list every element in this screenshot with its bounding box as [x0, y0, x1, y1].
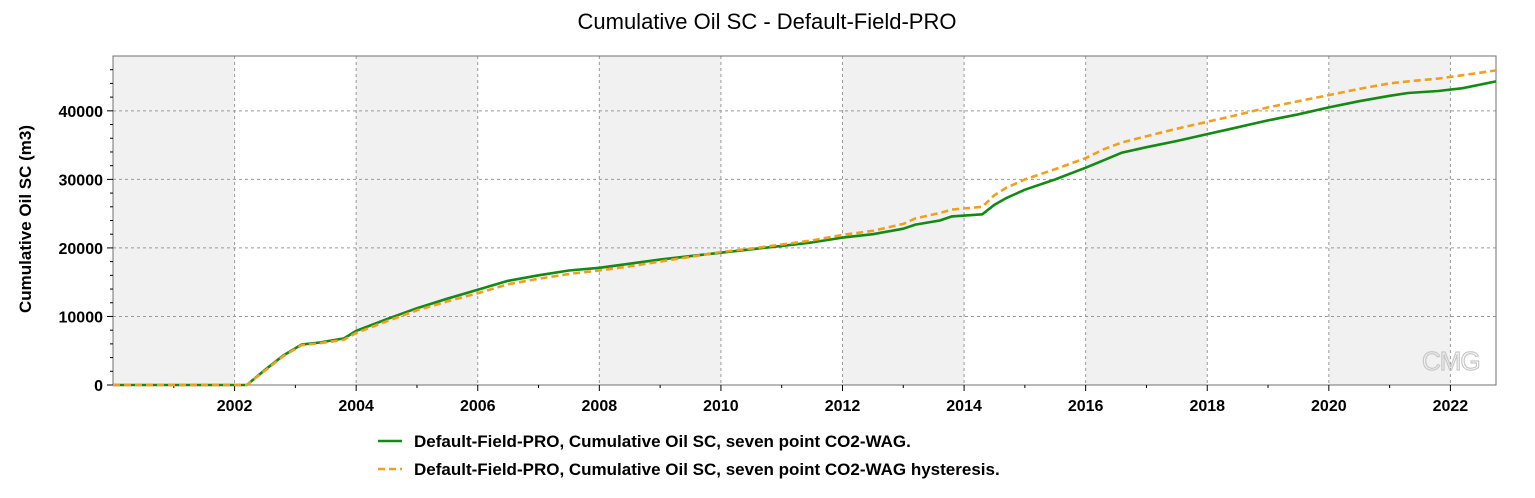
background-band	[356, 56, 478, 385]
legend-label-1: Default-Field-PRO, Cumulative Oil SC, se…	[414, 432, 911, 451]
x-tick-label: 2016	[1068, 398, 1104, 415]
y-axis: 0 10000 20000 30000 40000	[59, 69, 113, 395]
x-tick-label: 2014	[946, 398, 982, 415]
legend-label-2: Default-Field-PRO, Cumulative Oil SC, se…	[414, 460, 1000, 479]
y-tick-label: 30000	[59, 172, 104, 189]
x-tick-label: 2002	[217, 398, 253, 415]
legend: Default-Field-PRO, Cumulative Oil SC, se…	[378, 432, 1000, 479]
x-tick-label: 2012	[825, 398, 861, 415]
background-band	[234, 56, 357, 385]
watermark-logo: CMG	[1422, 346, 1480, 376]
series-lines	[113, 69, 1497, 387]
x-tick-label: 2022	[1433, 398, 1469, 415]
background-band	[113, 56, 235, 385]
background-band	[1328, 56, 1451, 385]
x-tick-label: 2004	[338, 398, 374, 415]
y-tick-label: 10000	[59, 309, 104, 326]
plot-background	[113, 56, 1496, 385]
background-band	[477, 56, 600, 385]
x-axis: 2002 2004 2006 2008 2010 2012 2014 2016 2018 2020…	[173, 385, 1469, 415]
series-line-2	[113, 69, 1497, 387]
x-tick-label: 2020	[1311, 398, 1347, 415]
chart-title: Cumulative Oil SC - Default-Field-PRO	[578, 9, 957, 34]
y-tick-label: 40000	[59, 104, 104, 121]
x-tick-label: 2018	[1189, 398, 1225, 415]
series-line-1	[113, 80, 1497, 387]
background-band	[720, 56, 843, 385]
x-tick-label: 2008	[582, 398, 618, 415]
background-band	[1085, 56, 1208, 385]
y-axis-label: Cumulative Oil SC (m3)	[16, 125, 35, 313]
background-band	[842, 56, 965, 385]
background-band	[1450, 56, 1496, 385]
x-tick-label: 2010	[703, 398, 739, 415]
y-tick-label: 0	[94, 378, 103, 395]
background-band	[599, 56, 721, 385]
background-band	[964, 56, 1086, 385]
background-band	[1207, 56, 1329, 385]
grid-lines	[113, 56, 1496, 385]
y-tick-label: 20000	[59, 241, 104, 258]
x-tick-label: 2006	[460, 398, 496, 415]
